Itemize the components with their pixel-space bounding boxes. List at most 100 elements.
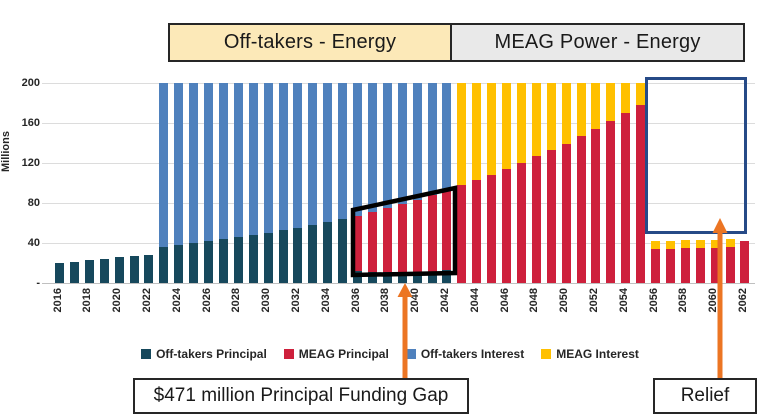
bar-segment-2046 — [502, 83, 511, 169]
bar-segment-2056 — [651, 249, 660, 283]
bar-segment-2060 — [710, 240, 720, 248]
bar-segment-2024 — [174, 245, 184, 283]
bar-segment-2037 — [367, 83, 377, 212]
bar-segment-2049 — [546, 150, 556, 283]
legend-item: MEAG Principal — [283, 347, 389, 361]
x-tick-label: 2062 — [736, 288, 749, 313]
x-tick-label: 2036 — [349, 288, 362, 313]
bar-segment-2031 — [278, 230, 288, 283]
bar-segment-2039 — [397, 273, 407, 283]
x-tick-label: 2024 — [170, 288, 183, 313]
bar-segment-2021 — [129, 256, 139, 283]
header-meag-power-energy: MEAG Power - Energy — [450, 23, 745, 62]
bar-segment-2041 — [427, 83, 437, 195]
bar-segment-2057 — [665, 249, 675, 283]
x-tick-label: 2040 — [409, 288, 422, 313]
bar-segment-2045 — [487, 83, 497, 175]
bar-segment-2053 — [606, 121, 616, 283]
bar-segment-2018 — [84, 260, 94, 283]
bar-segment-2042 — [442, 83, 452, 190]
legend-swatch — [541, 349, 552, 359]
legend-item: Off-takers Principal — [141, 347, 267, 361]
x-tick-label: 2056 — [647, 288, 660, 313]
x-tick-label: 2060 — [707, 288, 720, 313]
x-tick-label: 2026 — [200, 288, 213, 313]
bar-segment-2036 — [353, 216, 362, 271]
bar-segment-2043 — [457, 83, 467, 185]
bar-segment-2055 — [636, 105, 646, 283]
bar-segment-2035 — [338, 83, 348, 219]
x-tick-label: 2054 — [617, 288, 630, 313]
bar-segment-2038 — [382, 272, 392, 283]
bar-segment-2043 — [457, 185, 467, 283]
bar-segment-2022 — [144, 255, 154, 283]
bar-segment-2023 — [159, 247, 169, 283]
bar-segment-2036 — [353, 83, 362, 216]
bar-segment-2027 — [218, 83, 228, 239]
bar-segment-2058 — [680, 240, 690, 248]
x-tick-label: 2052 — [587, 288, 600, 313]
chart-legend: Off-takers Principal MEAG Principal Off-ta… — [40, 344, 740, 364]
bar-segment-2055 — [636, 83, 646, 105]
x-tick-label: 2044 — [468, 288, 481, 313]
relief-label: Relief — [653, 378, 757, 414]
bar-segment-2060 — [710, 248, 720, 283]
bar-segment-2038 — [382, 83, 392, 208]
bar-segment-2016 — [55, 263, 64, 283]
bar-segment-2024 — [174, 83, 184, 245]
bar-segment-2038 — [382, 208, 392, 272]
bar-segment-2023 — [159, 83, 169, 247]
bar-segment-2045 — [487, 175, 497, 283]
bar-segment-2040 — [412, 83, 422, 200]
bar-segment-2044 — [472, 180, 482, 283]
bar-segment-2033 — [308, 225, 318, 283]
bar-segment-2044 — [472, 83, 482, 180]
legend-label: Off-takers Principal — [156, 347, 267, 361]
bar-segment-2041 — [427, 195, 437, 272]
bar-segment-2020 — [114, 257, 124, 283]
bar-segment-2047 — [516, 163, 526, 283]
x-tick-label: 2032 — [289, 288, 302, 313]
legend-label: MEAG Interest — [556, 347, 639, 361]
legend-swatch — [283, 349, 294, 359]
y-tick-label: - — [36, 277, 40, 289]
bar-segment-2030 — [263, 83, 273, 233]
y-axis-title: Millions — [0, 131, 12, 173]
x-axis-line — [42, 283, 755, 284]
x-tick-label: 2018 — [81, 288, 94, 313]
bar-segment-2030 — [263, 233, 273, 283]
bar-segment-2057 — [665, 241, 675, 249]
x-tick-label: 2046 — [498, 288, 511, 313]
x-tick-label: 2058 — [677, 288, 690, 313]
x-tick-label: 2028 — [230, 288, 243, 313]
x-tick-label: 2022 — [140, 288, 153, 313]
y-tick-label: 200 — [21, 77, 40, 89]
bar-segment-2042 — [442, 270, 452, 283]
bar-segment-2052 — [591, 83, 601, 129]
legend-item: MEAG Interest — [541, 347, 639, 361]
bar-segment-2026 — [204, 241, 213, 283]
bar-segment-2029 — [248, 235, 258, 283]
y-tick-label: 160 — [21, 117, 40, 129]
bar-segment-2039 — [397, 204, 407, 273]
bar-segment-2058 — [680, 248, 690, 283]
bar-segment-2061 — [725, 239, 735, 247]
bar-segment-2054 — [621, 83, 631, 113]
bar-segment-2049 — [546, 83, 556, 150]
bar-segment-2054 — [621, 113, 631, 283]
bar-segment-2035 — [338, 219, 348, 283]
bar-segment-2050 — [561, 144, 571, 283]
bar-segment-2062 — [740, 241, 750, 283]
bar-segment-2056 — [651, 241, 660, 249]
bar-segment-2047 — [516, 83, 526, 163]
bar-segment-2019 — [99, 259, 109, 283]
legend-item: Off-takers Interest — [405, 347, 524, 361]
bar-segment-2029 — [248, 83, 258, 235]
bar-segment-2046 — [502, 169, 511, 283]
bar-segment-2051 — [576, 136, 586, 283]
bar-segment-2061 — [725, 247, 735, 283]
bar-segment-2025 — [189, 83, 199, 243]
bar-segment-2027 — [218, 239, 228, 283]
bar-segment-2037 — [367, 212, 377, 272]
legend-swatch — [141, 349, 152, 359]
